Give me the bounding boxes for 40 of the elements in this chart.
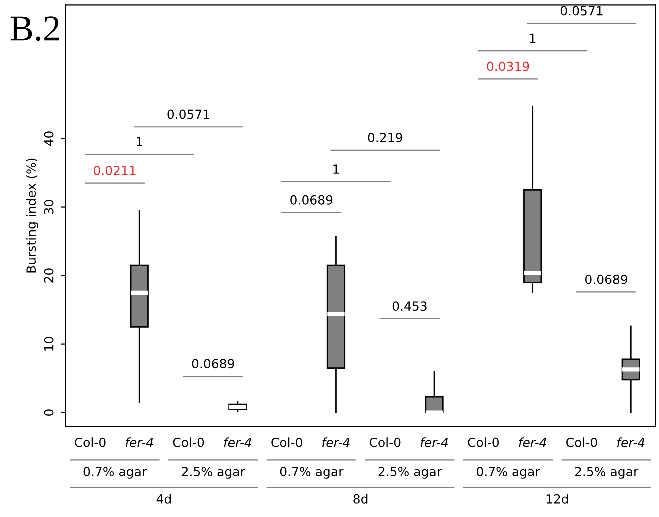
x-tick-label: fer-4: [519, 438, 546, 448]
text: 4d: [156, 494, 172, 504]
annotation: 0.0689: [290, 195, 333, 205]
annotation: 0.0319: [487, 62, 530, 72]
x-tick-label: fer-4: [126, 438, 154, 448]
x-tick-label: Col-0: [75, 438, 106, 448]
y-tick-label: 30: [44, 200, 54, 214]
x-tick-label: Col-0: [468, 438, 500, 448]
x-tick-label: Col-0: [370, 438, 401, 448]
y-tick-label: 0: [44, 410, 54, 416]
annotation: 1: [334, 164, 340, 174]
x-tick-label: Col-0: [173, 438, 204, 448]
text: 0.7% agar: [477, 467, 540, 479]
text: 12d: [546, 494, 568, 504]
y-tick-label: 40: [44, 132, 54, 146]
x-tick-label: fer-4: [617, 438, 645, 448]
chart-title: B.2: [10, 16, 60, 42]
text: 2.5% agar: [182, 467, 246, 479]
annotation: 0.219: [368, 133, 402, 143]
x-tick-label: fer-4: [224, 438, 252, 448]
x-tick-label: fer-4: [420, 438, 448, 448]
annotation: 0.0689: [192, 359, 234, 369]
annotation: 0.0211: [94, 166, 136, 176]
text: 2.5% agar: [575, 467, 639, 479]
annotation: 0.453: [392, 302, 427, 312]
annotation: 0.0571: [560, 6, 603, 16]
text: 0.7% agar: [84, 467, 148, 479]
text: 0.7% agar: [280, 467, 344, 479]
annotation: 1: [137, 137, 142, 146]
text: 2.5% agar: [378, 467, 442, 479]
y-tick-label: 20: [44, 268, 54, 283]
annotation: 1: [530, 34, 536, 43]
x-tick-label: Col-0: [566, 438, 598, 448]
y-axis-title: Bursting index (%): [26, 158, 39, 273]
annotation: 0.0571: [168, 110, 210, 120]
y-tick-label: 10: [44, 337, 54, 351]
x-tick-label: fer-4: [322, 438, 350, 448]
x-tick-label: Col-0: [272, 438, 302, 448]
text: 8d: [354, 494, 368, 504]
annotation: 0.0689: [586, 274, 628, 284]
